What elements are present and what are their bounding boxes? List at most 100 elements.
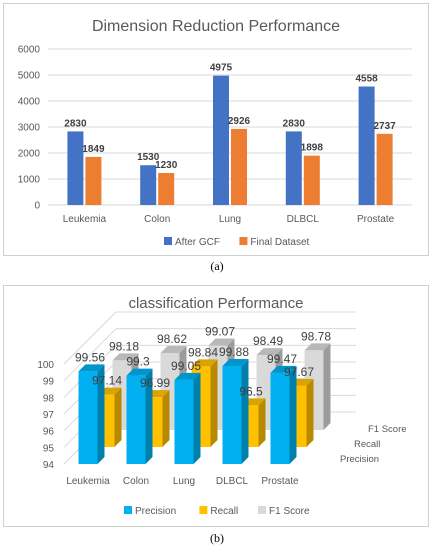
data-label: 99.07 (205, 325, 235, 339)
chart-title: Dimension Reduction Performance (92, 18, 340, 35)
bar-precision (222, 366, 242, 464)
bar-precision (174, 379, 194, 464)
y-tick-label: 1000 (18, 175, 41, 186)
data-label: 98.49 (253, 334, 283, 348)
panel-dimension-reduction: Dimension Reduction Performance 0 1000 2000… (3, 3, 429, 256)
data-label: 1898 (301, 143, 324, 154)
x-tick-label: DLBCL (216, 476, 249, 487)
data-label: 99.56 (75, 350, 105, 364)
bar-final-dataset (303, 155, 320, 205)
dimension-reduction-chart: Dimension Reduction Performance 0 1000 2000… (18, 18, 412, 248)
y-tick-label: 94 (43, 460, 55, 471)
bar-precision-side (145, 368, 153, 464)
bar-precision-side (241, 359, 249, 464)
data-label: 2737 (373, 121, 396, 132)
bar-precision-top (174, 372, 201, 380)
bar-final-dataset (85, 156, 102, 205)
bar-f1-score-side (323, 343, 331, 430)
x-tick-label: Colon (123, 476, 149, 487)
data-label: 1849 (82, 144, 105, 155)
legend-swatch (239, 237, 248, 245)
x-tick-label: Prostate (261, 476, 299, 487)
caption-b: (b) (210, 531, 224, 545)
legend-label: F1 Score (269, 506, 310, 517)
legend-label: Final Dataset (250, 237, 309, 248)
data-label: 4558 (355, 73, 378, 84)
x-tick-label: Leukemia (63, 214, 107, 225)
y-tick-label: 97 (43, 410, 55, 421)
bar-recall-side (162, 390, 170, 447)
data-label: 2926 (228, 116, 251, 127)
gridline-side (63, 328, 117, 382)
legend-label: After GCF (175, 237, 220, 248)
x-tick-label: Lung (219, 214, 241, 225)
data-label: 99.47 (267, 352, 297, 366)
data-label: 99.88 (219, 345, 249, 359)
data-label: 98.78 (301, 329, 331, 343)
bar-after-gcf (140, 165, 157, 205)
bar-after-gcf (213, 75, 229, 206)
legend-swatch (258, 506, 266, 514)
bar-after-gcf (358, 86, 375, 205)
bar-precision-side (193, 372, 201, 464)
x-tick-label: Lung (173, 476, 195, 487)
bar-final-dataset (158, 173, 175, 205)
bar-precision (78, 371, 98, 464)
data-label: 4975 (210, 63, 233, 74)
y-tick-label: 4000 (18, 97, 41, 108)
legend-swatch (164, 237, 172, 245)
gridline-side (63, 311, 117, 365)
data-label: 1230 (155, 160, 178, 171)
data-label: 99.3 (126, 355, 150, 369)
chart-title: classification Performance (128, 295, 303, 312)
bar-precision-top (78, 364, 105, 372)
bar-precision (270, 372, 290, 464)
data-label: 96.5 (239, 384, 263, 398)
y-tick-label: 6000 (18, 45, 41, 56)
bar-precision-top (126, 368, 153, 376)
bar-final-dataset (376, 133, 393, 205)
bar-precision-top (270, 365, 297, 373)
caption-a: (a) (210, 259, 224, 273)
y-tick-label: 2000 (18, 149, 41, 160)
bar-recall-top (191, 359, 218, 367)
bar-precision-top (222, 359, 249, 366)
bar-f1-score-top (256, 348, 283, 356)
bar-after-gcf (285, 131, 302, 205)
y-tick-label: 5000 (18, 71, 41, 82)
data-label: 98.62 (157, 332, 187, 346)
y-tick-label: 100 (37, 360, 54, 371)
bar-final-dataset (231, 128, 247, 205)
depth-axis-label: Precision (340, 454, 379, 465)
bar-recall-side (210, 359, 218, 447)
depth-axis-label: Recall (354, 439, 380, 450)
x-tick-label: Prostate (357, 214, 395, 225)
bar-recall-side (258, 398, 266, 447)
y-tick-label: 98 (43, 393, 55, 404)
x-tick-label: DLBCL (287, 214, 320, 225)
y-tick-label: 96 (43, 427, 55, 438)
bar-recall-side (114, 387, 122, 447)
y-tick-label: 99 (43, 377, 55, 388)
x-tick-label: Leukemia (66, 476, 110, 487)
y-tick-label: 3000 (18, 123, 41, 134)
data-label: 98.18 (109, 339, 139, 353)
bar-after-gcf (67, 131, 84, 205)
legend-swatch (124, 506, 132, 514)
data-label: 2830 (64, 118, 87, 129)
data-label: 98.84 (188, 345, 218, 359)
x-tick-label: Colon (144, 214, 170, 225)
legend-swatch (199, 506, 208, 514)
legend-label: Recall (210, 506, 238, 517)
data-label: 2830 (283, 118, 306, 129)
data-label: 97.67 (284, 365, 314, 379)
bar-recall-side (306, 378, 314, 447)
bar-precision-side (289, 365, 297, 464)
depth-axis-label: F1 Score (368, 424, 407, 435)
bar-precision-side (97, 364, 105, 464)
bar-f1-score-top (160, 346, 187, 353)
legend-label: Precision (135, 506, 176, 517)
bar-f1-score-top (304, 343, 331, 351)
data-label: 96.99 (140, 376, 170, 390)
bar-f1-score-top (208, 338, 235, 346)
